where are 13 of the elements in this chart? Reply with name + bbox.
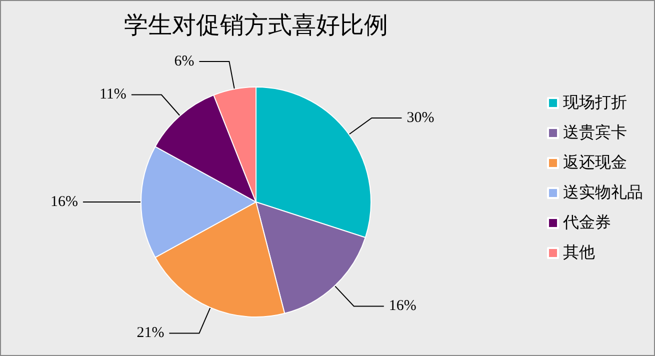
data-label: 6% xyxy=(174,54,194,70)
data-label: 11% xyxy=(99,86,126,103)
legend-label: 送实物礼品 xyxy=(563,184,643,202)
data-label: 16% xyxy=(388,298,416,314)
legend-label: 送贵宾卡 xyxy=(563,124,627,142)
data-label: 21% xyxy=(136,325,164,342)
legend-label: 代金券 xyxy=(562,214,611,232)
legend-label: 返还现金 xyxy=(563,154,627,172)
data-label: 16% xyxy=(50,194,78,210)
legend-label: 其他 xyxy=(563,244,595,262)
legend-label: 现场打折 xyxy=(563,94,627,112)
chart-title: 学生对促销方式喜好比例 xyxy=(124,12,388,39)
data-label: 30% xyxy=(406,110,434,126)
